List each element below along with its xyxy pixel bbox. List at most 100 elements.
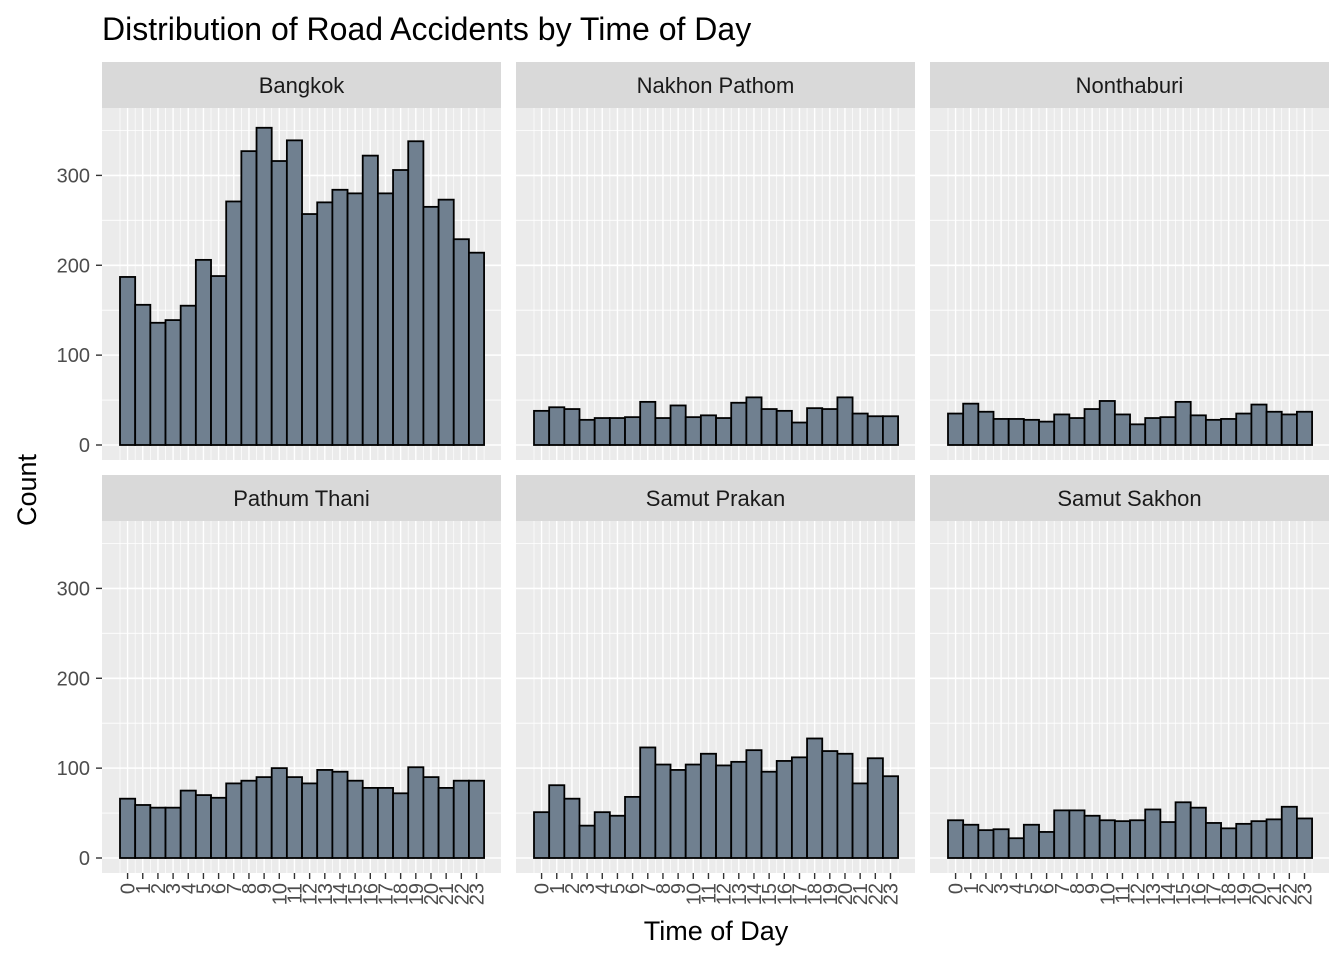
bar [437, 198, 455, 446]
bar [179, 304, 197, 446]
x-tick-label: 4 [178, 883, 200, 894]
x-tick-label: 17 [789, 883, 811, 905]
x-tick-label: 19 [1234, 883, 1256, 905]
bar [563, 408, 581, 446]
bar [806, 737, 824, 859]
y-tick-label: 300 [57, 165, 90, 187]
bar [1280, 413, 1298, 446]
bar [1022, 418, 1040, 446]
bar [225, 200, 243, 446]
bar [1250, 403, 1268, 446]
bar [730, 401, 748, 446]
bar [468, 251, 485, 446]
x-tick-label: 14 [744, 883, 766, 905]
bar [548, 406, 566, 446]
facet-panel: Samut Sakhon0123456789101112131415161718… [930, 475, 1329, 905]
bar [699, 752, 717, 859]
x-tick-label: 6 [1037, 883, 1059, 894]
x-tick-label: 18 [391, 883, 413, 905]
panel-background [930, 521, 1329, 873]
x-tick-label: 15 [759, 883, 781, 905]
bar [578, 418, 596, 446]
bar [301, 782, 319, 859]
x-tick-label: 5 [607, 883, 629, 894]
chart-title: Distribution of Road Accidents by Time o… [102, 11, 751, 47]
bar [1220, 827, 1238, 859]
bar [745, 396, 763, 446]
x-tick-label: 14 [1158, 883, 1180, 905]
bar [468, 779, 485, 859]
bar [346, 192, 364, 446]
bar [760, 408, 778, 446]
y-axis-title: Count [12, 453, 42, 526]
x-tick-label: 8 [653, 883, 675, 894]
x-tick-label: 15 [1173, 883, 1195, 905]
bar [1296, 410, 1313, 446]
bar [1083, 814, 1101, 859]
bar [1159, 416, 1177, 446]
x-tick-label: 22 [1279, 883, 1301, 905]
x-tick-label: 20 [421, 883, 443, 905]
bar [608, 814, 626, 859]
bar [331, 770, 349, 859]
bar [1204, 822, 1222, 859]
bar [866, 415, 884, 446]
bar [361, 787, 379, 859]
bar [1159, 821, 1177, 859]
bar [851, 412, 869, 446]
y-tick-label: 300 [57, 578, 90, 600]
x-tick-label: 22 [865, 883, 887, 905]
bar [437, 787, 455, 859]
bar [1038, 831, 1056, 859]
x-tick-label: 13 [315, 883, 337, 905]
x-axis-title: Time of Day [644, 916, 789, 946]
facet-strip-label: Nonthaburi [1076, 73, 1184, 98]
bar [1296, 817, 1313, 859]
facet-panel: Pathum Thani0100200300012345678910111213… [57, 475, 501, 905]
bar [376, 192, 394, 446]
bar [119, 797, 137, 859]
bar [578, 824, 596, 859]
x-tick-label: 0 [118, 883, 140, 894]
x-tick-label: 23 [881, 883, 903, 905]
facet-panel: Nonthaburi [930, 62, 1329, 460]
bar [821, 408, 839, 446]
x-tick-label: 12 [300, 883, 322, 905]
bar [346, 779, 364, 859]
bar [775, 409, 793, 446]
x-tick-label: 9 [1082, 883, 1104, 894]
bar [977, 829, 995, 859]
x-tick-label: 22 [451, 883, 473, 905]
x-tick-label: 2 [148, 883, 170, 894]
bar [422, 776, 440, 859]
bar [134, 303, 152, 446]
bar [775, 760, 793, 859]
x-tick-label: 7 [224, 883, 246, 894]
bar [882, 775, 899, 859]
bar [1235, 822, 1253, 859]
y-tick-label: 0 [79, 435, 90, 457]
bar [699, 414, 717, 446]
x-tick-label: 11 [284, 883, 306, 904]
bar [255, 776, 273, 859]
bar [1220, 418, 1238, 446]
x-tick-label: 1 [547, 883, 569, 894]
bar [194, 258, 212, 446]
bar [851, 782, 869, 859]
bar [134, 804, 152, 859]
bar [1113, 820, 1131, 859]
bar [285, 139, 303, 446]
x-tick-label: 11 [698, 883, 720, 904]
facet-panel: Nakhon Pathom [516, 62, 915, 460]
x-tick-label: 16 [1188, 883, 1210, 905]
y-tick-label: 0 [79, 848, 90, 870]
x-tick-label: 0 [946, 883, 968, 894]
bar [210, 275, 228, 446]
bar [316, 769, 334, 859]
bar [790, 421, 808, 446]
x-tick-label: 7 [1052, 883, 1074, 894]
facet-strip [930, 62, 1329, 108]
bar [790, 756, 808, 859]
bar [1174, 801, 1192, 859]
